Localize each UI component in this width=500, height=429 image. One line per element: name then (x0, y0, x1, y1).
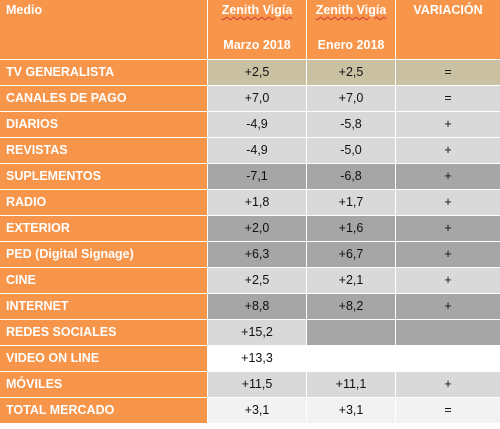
row-variacion-value: + (395, 268, 500, 293)
row-enero-value: +2,5 (306, 60, 395, 85)
row-enero-value: +8,2 (306, 294, 395, 319)
row-medio-name: DIARIOS (0, 112, 207, 137)
row-marzo-value: +7,0 (207, 86, 306, 111)
row-medio-name: MÓVILES (0, 372, 207, 397)
row-variacion-value: + (395, 216, 500, 241)
table-row: PED (Digital Signage) +6,3 +6,7 + (0, 242, 500, 268)
table-row: EXTERIOR +2,0 +1,6 + (0, 216, 500, 242)
row-marzo-value: +2,0 (207, 216, 306, 241)
row-marzo-value: -4,9 (207, 112, 306, 137)
table-row: VIDEO ON LINE +13,3 (0, 346, 500, 372)
row-medio-name: EXTERIOR (0, 216, 207, 241)
row-variacion-value: = (395, 60, 500, 85)
header-variacion: VARIACIÓN (395, 0, 500, 60)
row-medio-name: VIDEO ON LINE (0, 346, 207, 371)
row-marzo-value: +13,3 (207, 346, 306, 371)
table-row: MÓVILES +11,5 +11,1 + (0, 372, 500, 398)
row-variacion-value: + (395, 294, 500, 319)
row-variacion-value: + (395, 242, 500, 267)
row-variacion-value: + (395, 138, 500, 163)
row-marzo-value: -4,9 (207, 138, 306, 163)
row-medio-name: TV GENERALISTA (0, 60, 207, 85)
table-row: TOTAL MERCADO +3,1 +3,1 = (0, 398, 500, 424)
row-marzo-value: +3,1 (207, 398, 306, 423)
row-enero-value: +1,7 (306, 190, 395, 215)
table-row: DIARIOS -4,9 -5,8 + (0, 112, 500, 138)
row-medio-name: TOTAL MERCADO (0, 398, 207, 423)
row-marzo-value: +6,3 (207, 242, 306, 267)
header-marzo-line1: Zenith Vigía (221, 3, 293, 17)
row-medio-name: RADIO (0, 190, 207, 215)
table-row: RADIO +1,8 +1,7 + (0, 190, 500, 216)
table-row: REVISTAS -4,9 -5,0 + (0, 138, 500, 164)
row-enero-value (306, 346, 395, 371)
row-medio-name: REDES SOCIALES (0, 320, 207, 345)
row-enero-value: +3,1 (306, 398, 395, 423)
header-enero-2018: Zenith Vigía Enero 2018 (306, 0, 395, 60)
row-variacion-value: = (395, 86, 500, 111)
row-variacion-value: + (395, 372, 500, 397)
row-enero-value: +2,1 (306, 268, 395, 293)
row-medio-name: INTERNET (0, 294, 207, 319)
table-row: INTERNET +8,8 +8,2 + (0, 294, 500, 320)
row-variacion-value: = (395, 398, 500, 423)
row-enero-value: +11,1 (306, 372, 395, 397)
row-marzo-value: +8,8 (207, 294, 306, 319)
row-marzo-value: +2,5 (207, 60, 306, 85)
row-marzo-value: +15,2 (207, 320, 306, 345)
row-enero-value: +6,7 (306, 242, 395, 267)
table-row: CINE +2,5 +2,1 + (0, 268, 500, 294)
row-medio-name: SUPLEMENTOS (0, 164, 207, 189)
row-marzo-value: +1,8 (207, 190, 306, 215)
row-enero-value: -6,8 (306, 164, 395, 189)
row-enero-value (306, 320, 395, 345)
header-marzo-line2: Marzo 2018 (223, 38, 291, 52)
row-marzo-value: +2,5 (207, 268, 306, 293)
row-enero-value: +7,0 (306, 86, 395, 111)
table-row: SUPLEMENTOS -7,1 -6,8 + (0, 164, 500, 190)
header-medio: Medio (6, 3, 43, 17)
row-medio-name: REVISTAS (0, 138, 207, 163)
row-variacion-value: + (395, 164, 500, 189)
row-variacion-value: + (395, 112, 500, 137)
table-row: TV GENERALISTA +2,5 +2,5 = (0, 60, 500, 86)
row-enero-value: -5,8 (306, 112, 395, 137)
row-medio-name: PED (Digital Signage) (0, 242, 207, 267)
table-row: REDES SOCIALES +15,2 (0, 320, 500, 346)
row-variacion-value (395, 320, 500, 345)
row-enero-value: -5,0 (306, 138, 395, 163)
header-enero-line1: Zenith Vigía (315, 3, 387, 17)
row-marzo-value: -7,1 (207, 164, 306, 189)
row-variacion-value (395, 346, 500, 371)
header-enero-line2: Enero 2018 (317, 38, 385, 52)
header-marzo-2018: Zenith Vigía Marzo 2018 (207, 0, 306, 60)
row-medio-name: CANALES DE PAGO (0, 86, 207, 111)
table-header: Medio Zenith Vigía Marzo 2018 Zenith Vig… (0, 0, 500, 60)
row-variacion-value: + (395, 190, 500, 215)
row-enero-value: +1,6 (306, 216, 395, 241)
row-marzo-value: +11,5 (207, 372, 306, 397)
row-medio-name: CINE (0, 268, 207, 293)
table-row: CANALES DE PAGO +7,0 +7,0 = (0, 86, 500, 112)
